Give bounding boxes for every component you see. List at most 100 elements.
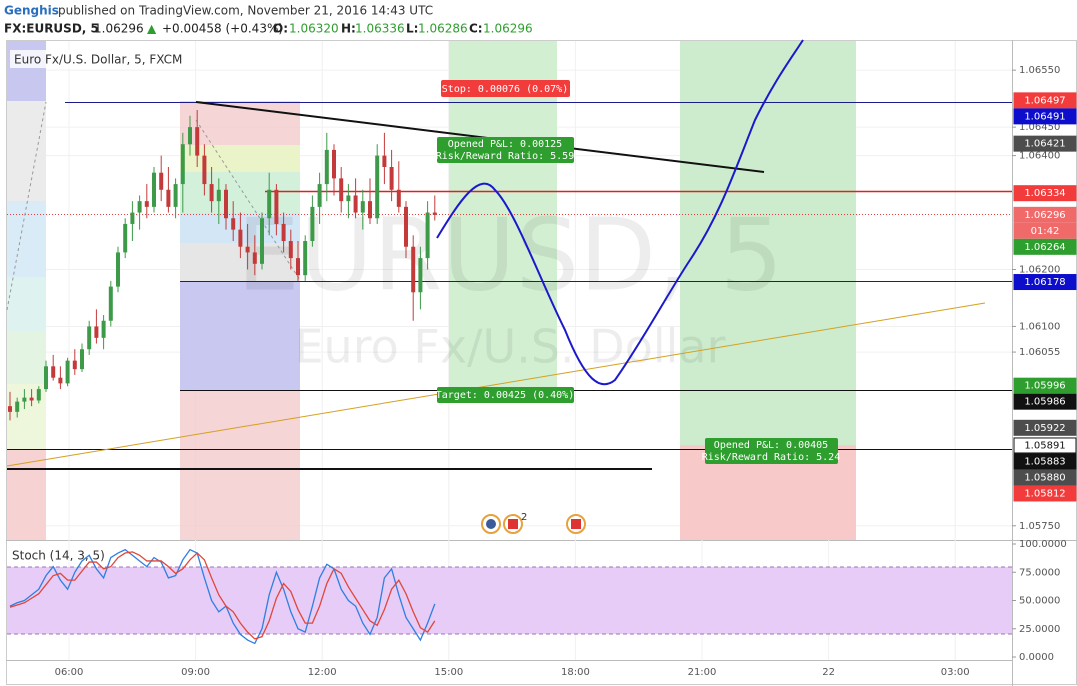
close-label: C:	[469, 22, 483, 36]
position-zones	[7, 41, 856, 540]
candle-body	[260, 218, 264, 264]
rr-label: Risk/Reward Ratio: 5.24	[702, 452, 840, 463]
candle-body	[432, 212, 437, 215]
candle-body	[123, 223, 128, 253]
close: 1.06296	[483, 22, 533, 36]
candle-body	[425, 212, 430, 259]
open: 1.06320	[289, 22, 339, 36]
x-tick-label: 06:00	[55, 667, 84, 678]
stoch-d	[9, 551, 436, 640]
target-label: Target: 0.00425 (0.40%)	[436, 390, 574, 401]
zone	[7, 101, 46, 201]
price-badge	[1013, 274, 1077, 291]
zone	[7, 450, 46, 540]
candle-body	[267, 189, 272, 219]
price-badge-label: 1.06491	[1024, 111, 1065, 122]
y-tick-label: 1.05750	[1019, 521, 1060, 532]
pl-box	[437, 137, 574, 163]
price-badge	[1013, 222, 1077, 239]
x-tick-label: 22	[822, 667, 835, 678]
candle-body	[339, 178, 344, 202]
candle-body	[252, 252, 257, 264]
high: 1.06336	[355, 22, 405, 36]
y-tick-label: 1.06400	[1019, 151, 1060, 162]
low-label: L:	[406, 22, 418, 36]
candle-body	[360, 201, 365, 213]
candle-body	[152, 172, 156, 207]
x-tick-label: 09:00	[181, 667, 210, 678]
stop-label: Stop: 0.00076 (0.07%)	[442, 84, 568, 95]
candle-body	[317, 184, 322, 207]
candle-body	[101, 320, 106, 338]
price-badge	[1013, 437, 1077, 454]
candle-body	[382, 155, 387, 167]
x-tick-label: 18:00	[561, 667, 590, 678]
y-tick-label: 1.06200	[1019, 264, 1060, 275]
pl-label: Opened P&L: 0.00405	[714, 440, 828, 451]
y-tick-label: 0.0000	[1019, 652, 1054, 663]
stop-box	[441, 80, 570, 97]
candle-body	[274, 189, 279, 224]
price-badge	[1013, 238, 1077, 255]
zone	[180, 172, 300, 213]
x-tick-label: 21:00	[688, 667, 717, 678]
price-badge-label: 01:42	[1031, 226, 1060, 237]
candle-body	[209, 184, 214, 202]
candle-body	[173, 184, 178, 207]
price-badge	[1013, 135, 1077, 152]
zone	[7, 201, 46, 277]
candle-body	[195, 127, 200, 156]
annotations: Stop: 0.00076 (0.07%) Opened P&L: 0.0012…	[436, 80, 840, 534]
open-label: O:	[273, 22, 288, 36]
fib-line	[195, 119, 301, 281]
y-tick-label: 1.06450	[1019, 122, 1060, 133]
price-badge	[1013, 92, 1077, 109]
candle-body	[346, 195, 351, 202]
candle-body	[332, 149, 336, 179]
price-badge-label: 1.05880	[1024, 472, 1065, 483]
fib-line	[6, 101, 47, 311]
candle-body	[8, 406, 12, 412]
price-badge-label: 1.05883	[1024, 456, 1065, 467]
candle-body	[116, 252, 120, 287]
price-badge	[1013, 485, 1077, 502]
event-count: 2	[521, 512, 527, 523]
author: Genghis	[4, 4, 59, 18]
axes: 1.06550 1.06450 1.06400 1.06200 1.06100 1.060…	[55, 65, 1077, 678]
candle-body	[396, 189, 401, 207]
price-badge	[1013, 185, 1077, 202]
price-badge-label: 1.06334	[1024, 188, 1065, 199]
candle-body	[296, 258, 300, 276]
high-label: H:	[341, 22, 356, 36]
candle-body	[58, 377, 63, 384]
rr-label: Risk/Reward Ratio: 5.59	[436, 151, 574, 162]
candle-body	[36, 389, 41, 401]
candle-body	[353, 195, 358, 213]
event-icon-core	[486, 519, 496, 529]
candle-body	[137, 201, 142, 213]
x-tick-label: 15:00	[434, 667, 463, 678]
y-tick-label: 1.06550	[1019, 65, 1060, 76]
candle-body	[224, 189, 228, 219]
zone	[180, 282, 300, 391]
candle-body	[389, 166, 394, 190]
price-badge-label: 1.06264	[1024, 242, 1065, 253]
price-badge-label: 1.06421	[1024, 139, 1065, 150]
target-box	[437, 387, 574, 403]
price-badge-label: 1.05812	[1024, 488, 1065, 499]
candle-body	[108, 286, 113, 321]
zone	[7, 331, 46, 384]
price-badge	[1013, 419, 1077, 436]
price-badge-label: 1.05922	[1024, 423, 1065, 434]
pl-box	[705, 438, 838, 464]
candle-body	[188, 127, 192, 145]
y-tick-label: 100.0000	[1019, 539, 1067, 550]
candle-body	[288, 241, 293, 259]
candle-body	[87, 326, 92, 350]
price-badge-label: 1.06497	[1024, 95, 1065, 106]
watermark-sub: Euro Fx/U.S. Dollar	[294, 320, 725, 374]
price-badge	[1013, 206, 1077, 223]
projection-path	[436, 39, 804, 386]
x-tick-label: 03:00	[941, 667, 970, 678]
